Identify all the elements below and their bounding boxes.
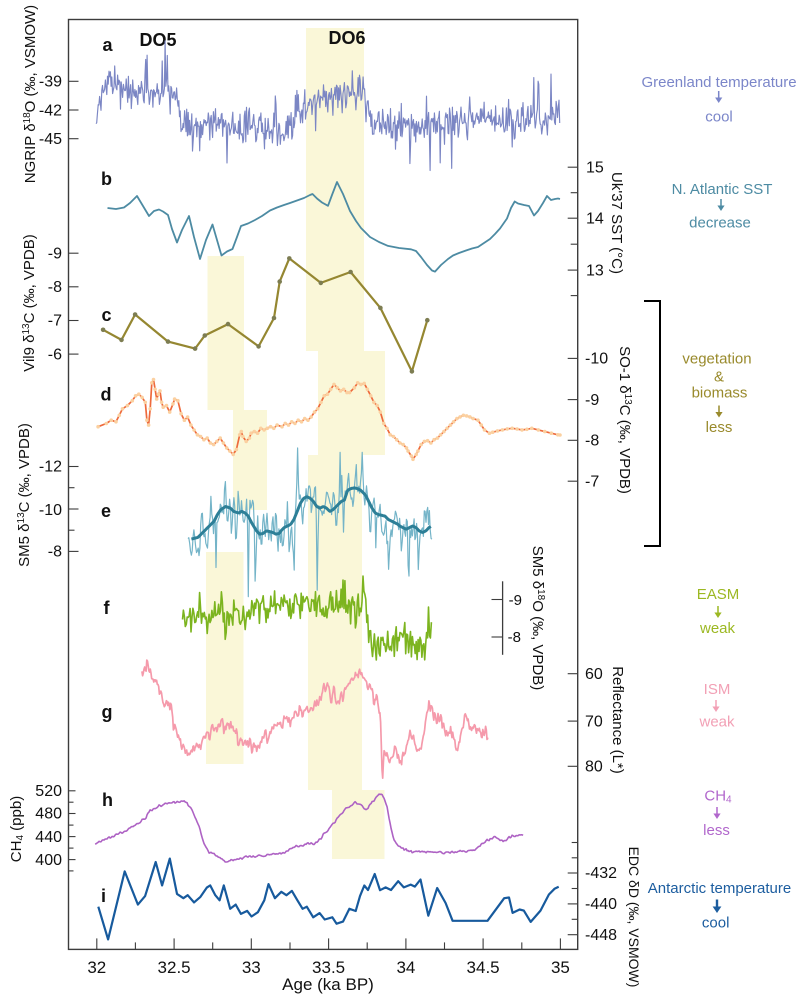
svg-text:34: 34 xyxy=(396,958,415,977)
svg-text:440: 440 xyxy=(35,829,62,846)
svg-text:b: b xyxy=(101,169,112,189)
svg-text:i: i xyxy=(101,886,106,906)
svg-text:13: 13 xyxy=(586,262,604,279)
svg-text:CH4 (ppb): CH4 (ppb) xyxy=(8,796,26,862)
svg-text:-440: -440 xyxy=(585,896,617,913)
svg-text:Antarctic temperature: Antarctic temperature xyxy=(648,880,791,897)
svg-text:f: f xyxy=(104,598,111,618)
svg-text:CH4: CH4 xyxy=(704,788,732,806)
svg-text:70: 70 xyxy=(585,713,603,730)
svg-text:-7: -7 xyxy=(48,313,62,330)
svg-text:ISM: ISM xyxy=(704,681,731,698)
svg-text:decrease: decrease xyxy=(689,215,751,232)
svg-text:-8: -8 xyxy=(508,629,521,646)
svg-text:-10: -10 xyxy=(39,502,62,519)
svg-text:biomass: biomass xyxy=(692,385,748,402)
svg-text:c: c xyxy=(101,305,111,325)
svg-text:-7: -7 xyxy=(585,473,599,490)
svg-text:60: 60 xyxy=(585,666,603,683)
svg-text:-42: -42 xyxy=(39,103,62,120)
svg-text:h: h xyxy=(102,790,113,810)
svg-text:33: 33 xyxy=(242,958,261,977)
svg-text:EDC δD (‰, VSMOW): EDC δD (‰, VSMOW) xyxy=(626,847,642,988)
svg-text:-9: -9 xyxy=(509,592,522,609)
svg-text:Uk'37 SST (°C): Uk'37 SST (°C) xyxy=(608,172,625,274)
svg-text:-6: -6 xyxy=(48,346,62,363)
svg-text:SM5 δ13C (‰, VPDB): SM5 δ13C (‰, VPDB) xyxy=(16,423,34,567)
svg-text:cool: cool xyxy=(702,915,730,932)
svg-text:Reflectance (L*): Reflectance (L*) xyxy=(609,666,626,774)
svg-text:-8: -8 xyxy=(48,279,62,296)
svg-text:32.5: 32.5 xyxy=(158,958,191,977)
svg-text:N. Atlantic SST: N. Atlantic SST xyxy=(672,181,773,198)
svg-text:-9: -9 xyxy=(48,246,62,263)
svg-text:SO-1 δ13C (‰, VPDB): SO-1 δ13C (‰, VPDB) xyxy=(616,346,634,494)
svg-text:-432: -432 xyxy=(585,865,617,882)
svg-text:33.5: 33.5 xyxy=(312,958,345,977)
svg-text:520: 520 xyxy=(35,783,62,800)
svg-text:cool: cool xyxy=(705,109,733,126)
svg-text:-39: -39 xyxy=(39,74,62,91)
svg-text:&: & xyxy=(714,369,724,386)
svg-text:-10: -10 xyxy=(585,351,608,368)
svg-text:a: a xyxy=(102,35,113,55)
svg-text:400: 400 xyxy=(35,852,62,869)
svg-text:-8: -8 xyxy=(585,433,599,450)
svg-text:less: less xyxy=(706,419,733,436)
svg-text:e: e xyxy=(101,501,111,521)
svg-text:Greenland temperature: Greenland temperature xyxy=(641,74,796,91)
svg-text:-12: -12 xyxy=(39,459,62,476)
svg-text:vegetation: vegetation xyxy=(682,351,751,368)
svg-text:480: 480 xyxy=(35,806,62,823)
svg-text:weak: weak xyxy=(699,620,736,637)
svg-text:-9: -9 xyxy=(585,392,599,409)
svg-text:32: 32 xyxy=(87,958,106,977)
svg-text:-448: -448 xyxy=(585,927,617,944)
svg-text:less: less xyxy=(703,822,730,839)
svg-text:Vil9 δ13C (‰, VPDB): Vil9 δ13C (‰, VPDB) xyxy=(21,234,39,372)
svg-text:35: 35 xyxy=(551,958,570,977)
svg-text:EASM: EASM xyxy=(697,586,740,603)
svg-text:14: 14 xyxy=(586,210,604,227)
svg-text:DO6: DO6 xyxy=(328,28,365,48)
svg-text:80: 80 xyxy=(585,759,603,776)
svg-text:SM5 δ18O (‰, VPDB): SM5 δ18O (‰, VPDB) xyxy=(529,546,547,691)
svg-text:weak: weak xyxy=(698,714,735,731)
svg-text:g: g xyxy=(102,702,113,722)
svg-text:34.5: 34.5 xyxy=(467,958,500,977)
svg-text:15: 15 xyxy=(586,159,604,176)
svg-text:-45: -45 xyxy=(39,131,62,148)
svg-text:-8: -8 xyxy=(48,544,62,561)
svg-text:DO5: DO5 xyxy=(139,30,176,50)
svg-text:d: d xyxy=(101,385,112,405)
svg-text:Age (ka BP): Age (ka BP) xyxy=(282,975,374,994)
svg-text:NGRIP δ18O (‰, VSMOW): NGRIP δ18O (‰, VSMOW) xyxy=(22,5,40,183)
